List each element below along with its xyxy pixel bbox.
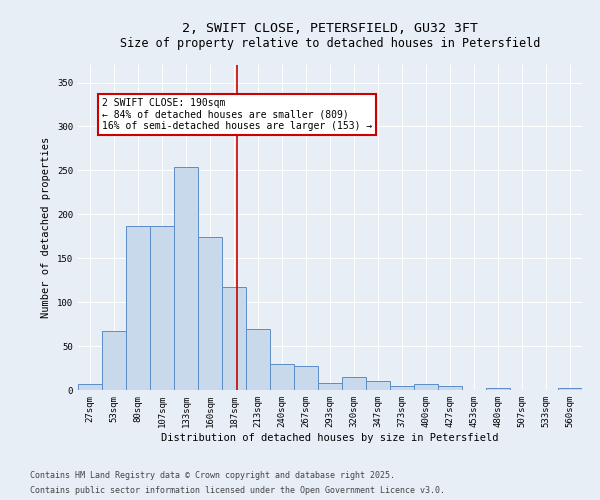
Bar xyxy=(318,383,342,390)
Y-axis label: Number of detached properties: Number of detached properties xyxy=(41,137,52,318)
Text: Contains public sector information licensed under the Open Government Licence v3: Contains public sector information licen… xyxy=(30,486,445,495)
Bar xyxy=(78,384,102,390)
Text: 2, SWIFT CLOSE, PETERSFIELD, GU32 3FT: 2, SWIFT CLOSE, PETERSFIELD, GU32 3FT xyxy=(182,22,478,36)
Bar xyxy=(126,226,150,390)
Bar xyxy=(246,328,270,390)
Bar xyxy=(342,377,366,390)
Bar xyxy=(294,366,318,390)
Text: Size of property relative to detached houses in Petersfield: Size of property relative to detached ho… xyxy=(120,38,540,51)
Bar xyxy=(366,381,390,390)
Bar xyxy=(150,226,174,390)
Bar xyxy=(486,388,510,390)
Bar xyxy=(390,386,414,390)
Text: 2 SWIFT CLOSE: 190sqm
← 84% of detached houses are smaller (809)
16% of semi-det: 2 SWIFT CLOSE: 190sqm ← 84% of detached … xyxy=(101,98,372,130)
Bar xyxy=(102,331,126,390)
Text: Contains HM Land Registry data © Crown copyright and database right 2025.: Contains HM Land Registry data © Crown c… xyxy=(30,471,395,480)
Bar xyxy=(198,237,222,390)
X-axis label: Distribution of detached houses by size in Petersfield: Distribution of detached houses by size … xyxy=(161,432,499,442)
Bar xyxy=(438,386,462,390)
Bar xyxy=(558,388,582,390)
Bar xyxy=(414,384,438,390)
Bar xyxy=(174,167,198,390)
Bar xyxy=(270,364,294,390)
Bar xyxy=(222,287,246,390)
